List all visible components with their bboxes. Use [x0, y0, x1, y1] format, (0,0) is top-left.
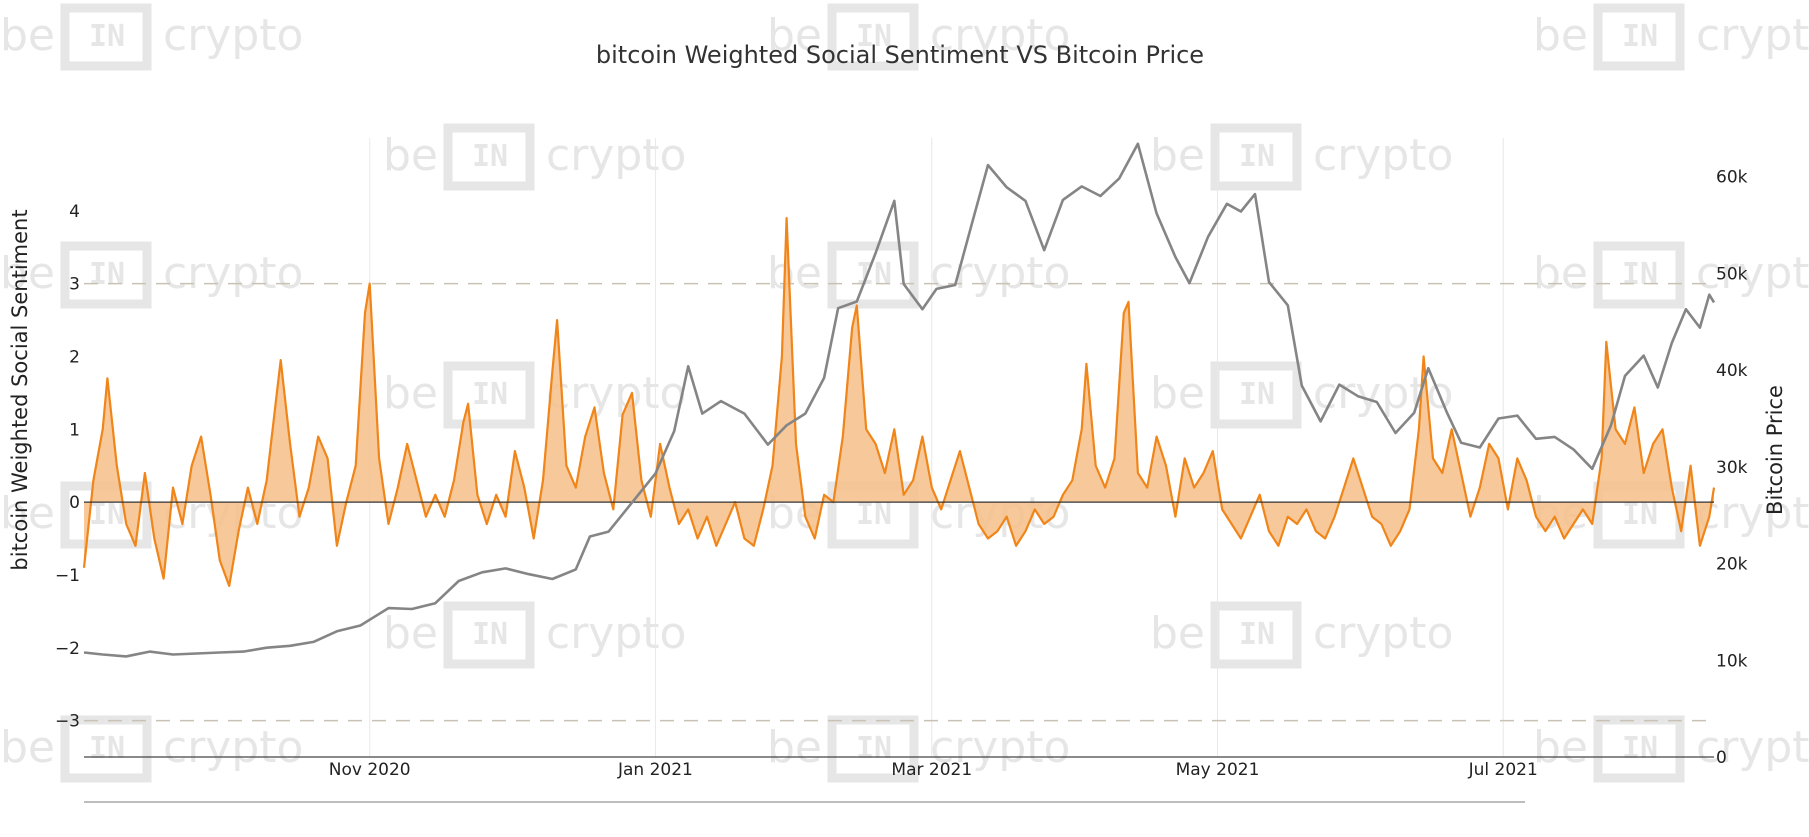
svg-text:be: be: [1533, 248, 1588, 299]
svg-text:IN: IN: [89, 731, 125, 766]
watermark-logo: be IN crypto: [1533, 3, 1809, 71]
right-tick-label: 0: [1716, 748, 1727, 768]
right-tick-label: 20k: [1716, 555, 1748, 575]
svg-text:IN: IN: [1239, 377, 1275, 412]
watermark-logo: be IN crypto: [767, 241, 1070, 309]
svg-text:be: be: [1533, 722, 1588, 773]
svg-text:be: be: [1150, 368, 1205, 419]
watermark-logo: be IN crypto: [1150, 123, 1453, 191]
right-tick-label: 50k: [1716, 264, 1748, 284]
svg-text:crypto: crypto: [163, 10, 303, 61]
watermark-logo: be IN crypto: [1533, 241, 1809, 309]
svg-text:crypto: crypto: [1696, 248, 1809, 299]
watermark-logo: be IN crypto: [0, 3, 303, 71]
svg-text:crypto: crypto: [1696, 722, 1809, 773]
svg-text:IN: IN: [89, 497, 125, 532]
svg-text:IN: IN: [89, 257, 125, 292]
right-tick-label: 10k: [1716, 651, 1748, 671]
x-tick-label: Jul 2021: [1468, 760, 1538, 780]
svg-text:be: be: [0, 10, 55, 61]
svg-text:crypto: crypto: [1313, 130, 1453, 181]
watermark-logo: be IN crypto: [1150, 361, 1453, 429]
svg-text:be: be: [0, 248, 55, 299]
vertical-gridlines: [369, 138, 1504, 757]
x-tick-label: Jan 2021: [617, 760, 693, 780]
sentiment-line: [82, 217, 1716, 587]
watermark-logo: be IN crypto: [0, 715, 303, 783]
svg-text:crypto: crypto: [163, 248, 303, 299]
svg-text:IN: IN: [1239, 617, 1275, 652]
svg-text:IN: IN: [1622, 257, 1658, 292]
svg-text:IN: IN: [1239, 139, 1275, 174]
svg-text:be: be: [1533, 10, 1588, 61]
right-tick-label: 60k: [1716, 168, 1748, 188]
dashed-reference-lines: [84, 282, 1714, 722]
svg-text:IN: IN: [472, 617, 508, 652]
svg-text:be: be: [767, 10, 822, 61]
left-tick-label: −2: [55, 639, 80, 659]
svg-text:IN: IN: [472, 139, 508, 174]
svg-text:IN: IN: [856, 19, 892, 54]
svg-text:crypto: crypto: [546, 608, 686, 659]
right-tick-label: 40k: [1716, 361, 1748, 381]
svg-text:IN: IN: [856, 497, 892, 532]
x-tick-label: Nov 2020: [329, 760, 411, 780]
svg-text:be: be: [0, 488, 55, 539]
left-tick-label: 2: [69, 347, 80, 367]
svg-text:IN: IN: [1622, 497, 1658, 532]
watermark-logo: be IN crypto: [0, 241, 303, 309]
svg-text:be: be: [1150, 130, 1205, 181]
svg-text:crypto: crypto: [930, 722, 1070, 773]
left-tick-label: 3: [69, 275, 80, 295]
right-tick-label: 30k: [1716, 458, 1748, 478]
left-tick-label: 0: [69, 493, 80, 513]
watermark-logo: be IN crypto: [767, 715, 1070, 783]
svg-text:crypto: crypto: [930, 10, 1070, 61]
watermark-logo: be IN crypto: [767, 3, 1070, 71]
right-axis-title: Bitcoin Price: [1763, 385, 1787, 515]
svg-text:IN: IN: [856, 731, 892, 766]
watermark-layer: be IN crypto be IN crypto be IN crypto b…: [0, 3, 1809, 783]
x-tick-label: May 2021: [1176, 760, 1260, 780]
svg-text:IN: IN: [89, 19, 125, 54]
svg-text:IN: IN: [1622, 19, 1658, 54]
svg-text:crypto: crypto: [163, 722, 303, 773]
svg-text:crypto: crypto: [1313, 608, 1453, 659]
watermark-logo: be IN crypto: [383, 601, 686, 669]
left-axis-title: bitcoin Weighted Social Sentiment: [8, 209, 32, 570]
left-tick-label: −1: [55, 566, 80, 586]
svg-text:crypto: crypto: [546, 130, 686, 181]
svg-text:be: be: [383, 130, 438, 181]
left-tick-label: 1: [69, 420, 80, 440]
x-tick-label: Mar 2021: [891, 760, 972, 780]
watermark-logo: be IN crypto: [1533, 715, 1809, 783]
svg-text:crypto: crypto: [1696, 488, 1809, 539]
svg-text:crypto: crypto: [1696, 10, 1809, 61]
sentiment-area: [84, 218, 1714, 586]
svg-text:IN: IN: [472, 377, 508, 412]
svg-text:crypto: crypto: [930, 248, 1070, 299]
svg-text:be: be: [383, 608, 438, 659]
left-tick-label: −3: [55, 712, 80, 732]
svg-text:be: be: [1150, 608, 1205, 659]
svg-text:be: be: [767, 248, 822, 299]
right-axis-ticks: 0 10k 20k 30k 40k 50k 60k: [1716, 168, 1748, 768]
left-axis-ticks: −3 −2 −1 0 1 2 3 4: [55, 202, 80, 732]
svg-text:be: be: [383, 368, 438, 419]
chart-title: bitcoin Weighted Social Sentiment VS Bit…: [596, 41, 1204, 69]
svg-text:be: be: [0, 722, 55, 773]
left-tick-label: 4: [69, 202, 80, 222]
watermark-logo: be IN crypto: [1150, 601, 1453, 669]
watermark-logo: be IN crypto: [383, 123, 686, 191]
bitcoin-price-line: [83, 142, 1716, 658]
svg-text:IN: IN: [1622, 731, 1658, 766]
watermark-logo: be IN crypto: [383, 361, 686, 429]
svg-text:crypto: crypto: [546, 368, 686, 419]
svg-text:be: be: [767, 722, 822, 773]
x-axis-ticks: Nov 2020 Jan 2021 Mar 2021 May 2021 Jul 2021: [329, 760, 1538, 780]
